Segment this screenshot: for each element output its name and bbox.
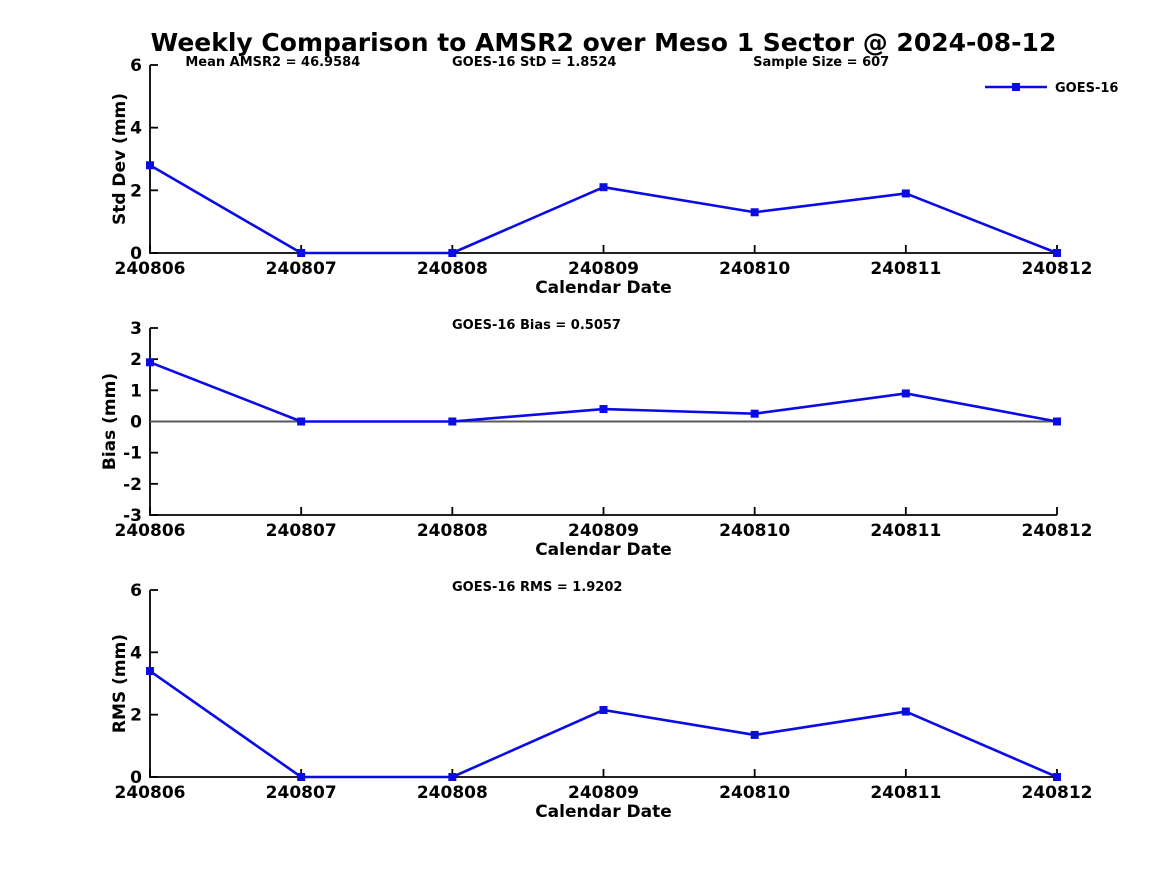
data-point-marker xyxy=(1053,249,1061,257)
data-point-marker xyxy=(1053,773,1061,781)
x-tick-label: 240807 xyxy=(266,521,337,541)
x-tick-label: 240812 xyxy=(1022,783,1093,803)
y-tick-label: 0 xyxy=(130,413,142,433)
y-tick-label: 2 xyxy=(130,350,142,370)
y-tick-label: 6 xyxy=(130,581,142,601)
x-tick-label: 240807 xyxy=(266,783,337,803)
subplot-bias: 240806 240807 240808 240809 240810 240811 2408… xyxy=(100,318,1092,560)
annotation-text: Mean AMSR2 = 46.9584 xyxy=(185,55,360,70)
data-point-marker xyxy=(448,417,457,426)
data-point-marker xyxy=(1053,417,1061,426)
x-tick-label: 240812 xyxy=(1022,259,1093,279)
legend-marker xyxy=(1012,83,1020,91)
data-point-marker xyxy=(750,730,759,739)
y-tick-label: 0 xyxy=(130,768,142,788)
x-axis-label: Calendar Date xyxy=(535,278,672,298)
x-tick-label: 240806 xyxy=(115,259,186,279)
data-point-marker xyxy=(599,405,608,414)
x-tick-label: 240809 xyxy=(568,783,639,803)
y-axis-label: RMS (mm) xyxy=(110,634,130,733)
data-point-marker xyxy=(901,707,910,716)
y-tick-label: 0 xyxy=(130,244,142,264)
y-tick-label: 2 xyxy=(130,181,142,201)
data-point-marker xyxy=(297,773,306,781)
y-tick-label: -2 xyxy=(123,475,142,495)
x-tick-label: 240808 xyxy=(417,259,488,279)
data-point-marker xyxy=(297,249,306,257)
x-tick-label: 240809 xyxy=(568,521,639,541)
data-point-marker xyxy=(448,249,457,257)
figure-title: Weekly Comparison to AMSR2 over Meso 1 S… xyxy=(150,28,1057,57)
x-tick-label: 240808 xyxy=(417,783,488,803)
data-point-marker xyxy=(297,417,306,426)
y-tick-label: -3 xyxy=(123,506,142,526)
annotation-text: Sample Size = 607 xyxy=(753,55,889,70)
x-tick-label: 240808 xyxy=(417,521,488,541)
subplot-rms: 240806 240807 240808 240809 240810 240811 2408… xyxy=(110,580,1092,822)
x-axis-label: Calendar Date xyxy=(535,540,672,560)
annotation-text: GOES-16 Bias = 0.5057 xyxy=(452,318,621,333)
x-tick-label: 240811 xyxy=(870,259,941,279)
x-tick-label: 240811 xyxy=(870,521,941,541)
data-point-marker xyxy=(750,409,759,418)
x-tick-label: 240810 xyxy=(719,783,790,803)
y-axis-label: Bias (mm) xyxy=(100,373,120,470)
data-point-marker xyxy=(599,183,608,192)
series-line xyxy=(149,669,1058,779)
data-point-marker xyxy=(146,161,154,170)
x-tick-label: 240806 xyxy=(115,521,186,541)
x-tick-label: 240810 xyxy=(719,521,790,541)
y-tick-label: 4 xyxy=(130,643,142,663)
series-line xyxy=(149,164,1058,255)
annotation-text: GOES-16 RMS = 1.9202 xyxy=(452,580,622,595)
x-tick-label: 240806 xyxy=(115,783,186,803)
data-point-marker xyxy=(448,773,457,781)
y-tick-label: 4 xyxy=(130,119,142,139)
data-point-marker xyxy=(901,189,910,198)
x-tick-label: 240812 xyxy=(1022,521,1093,541)
x-tick-label: 240810 xyxy=(719,259,790,279)
y-tick-label: 3 xyxy=(130,319,142,339)
annotation-text: GOES-16 StD = 1.8524 xyxy=(452,55,616,70)
data-point-marker xyxy=(750,208,759,217)
y-axis-label: Std Dev (mm) xyxy=(110,93,130,225)
data-point-marker xyxy=(146,358,154,367)
x-tick-label: 240809 xyxy=(568,259,639,279)
data-point-marker xyxy=(146,667,154,676)
data-point-marker xyxy=(599,705,608,714)
legend-label: GOES-16 xyxy=(1055,81,1118,96)
y-tick-label: 2 xyxy=(130,706,142,726)
y-tick-label: 1 xyxy=(130,381,142,401)
x-axis-label: Calendar Date xyxy=(535,802,672,822)
y-tick-label: -1 xyxy=(123,444,142,464)
data-point-marker xyxy=(901,389,910,398)
y-tick-label: 6 xyxy=(130,56,142,76)
x-tick-label: 240807 xyxy=(266,259,337,279)
subplot-std-dev: 240806 240807 240808 240809 240810 240811 2408… xyxy=(110,55,1118,298)
legend: GOES-16 xyxy=(985,81,1118,96)
x-tick-label: 240811 xyxy=(870,783,941,803)
